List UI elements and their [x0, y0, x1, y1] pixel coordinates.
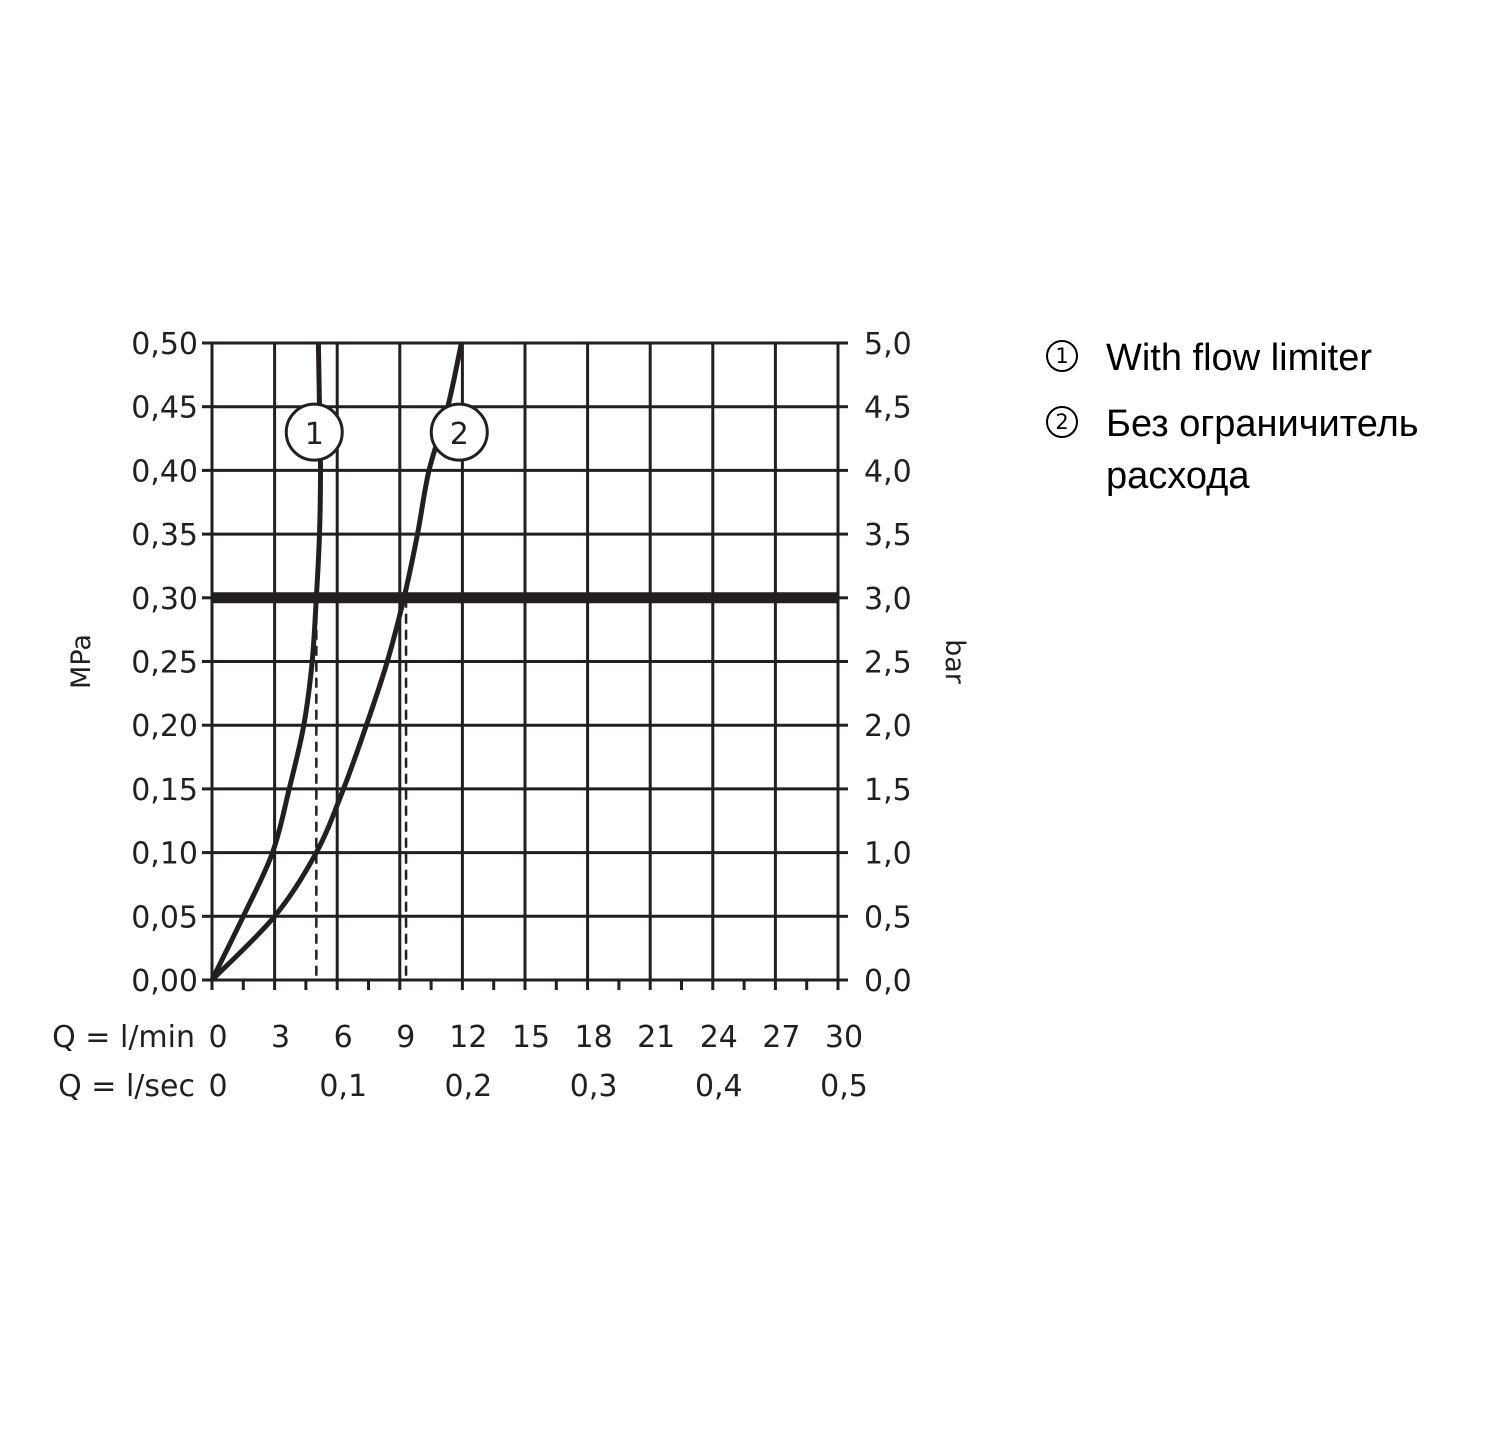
y-axis-left-title: MPa [66, 634, 97, 689]
series-marker-circle-1 [284, 402, 344, 462]
tick-label-lsec: 0,3 [570, 1069, 618, 1104]
y-axis-right-title: bar [939, 639, 970, 685]
tick-label-left: 0,50 [131, 327, 198, 362]
tick-label-lmin: 0 [208, 1020, 227, 1055]
legend-marker-1: 1 [1046, 340, 1078, 372]
tick-label-left: 0,35 [131, 518, 198, 553]
tick-label-lsec: 0 [208, 1069, 227, 1104]
tick-label-lmin: 21 [637, 1020, 675, 1055]
tick-label-right: 2,5 [864, 646, 912, 681]
series-marker-label-1: 1 [305, 417, 324, 452]
series-marker-label-2: 2 [450, 417, 469, 452]
x-axis-lsec-title: Q = l/sec [58, 1069, 195, 1104]
tick-label-left: 0,45 [131, 391, 198, 426]
tick-label-left: 0,05 [131, 900, 198, 935]
series-marker-circle-2 [429, 402, 489, 462]
tick-label-right: 2,0 [864, 709, 912, 744]
tick-label-lmin: 3 [271, 1020, 290, 1055]
tick-label-left: 0,40 [131, 454, 198, 489]
tick-label-lmin: 6 [334, 1020, 353, 1055]
series-line-2 [210, 342, 464, 982]
tick-label-lmin: 9 [396, 1020, 415, 1055]
legend-item-2: 2 Без ограничитель расхода [1046, 398, 1486, 502]
axis-ticks [202, 341, 848, 990]
legend-label-2: Без ограничитель расхода [1106, 403, 1419, 497]
x-axis-lmin-title: Q = l/min [52, 1020, 195, 1055]
tick-labels: 0,000,050,100,150,200,250,300,350,400,45… [52, 327, 970, 1104]
tick-label-right: 1,0 [864, 837, 912, 872]
tick-label-right: 1,5 [864, 773, 912, 808]
tick-label-left: 0,20 [131, 709, 198, 744]
tick-label-lsec: 0,2 [445, 1069, 493, 1104]
tick-label-lmin: 27 [762, 1020, 800, 1055]
tick-label-right: 3,0 [864, 582, 912, 617]
tick-label-lmin: 24 [700, 1020, 738, 1055]
tick-label-lsec: 0,1 [319, 1069, 367, 1104]
tick-label-lmin: 30 [825, 1020, 863, 1055]
legend-marker-2: 2 [1046, 406, 1078, 438]
tick-label-right: 4,0 [864, 454, 912, 489]
tick-label-lsec: 0,5 [820, 1069, 868, 1104]
tick-label-lsec: 0,4 [695, 1069, 743, 1104]
tick-label-right: 3,5 [864, 518, 912, 553]
grid [210, 341, 840, 982]
tick-label-left: 0,15 [131, 773, 198, 808]
tick-label-lmin: 12 [449, 1020, 487, 1055]
tick-label-left: 0,00 [131, 964, 198, 999]
legend: 1 With flow limiter 2 Без ограничитель р… [1046, 332, 1486, 516]
legend-label-1: With flow limiter [1106, 337, 1373, 379]
tick-label-right: 5,0 [864, 327, 912, 362]
tick-label-right: 4,5 [864, 391, 912, 426]
tick-label-left: 0,25 [131, 646, 198, 681]
tick-label-left: 0,10 [131, 837, 198, 872]
tick-label-lmin: 18 [575, 1020, 613, 1055]
tick-label-right: 0,0 [864, 964, 912, 999]
legend-item-1: 1 With flow limiter [1046, 332, 1486, 384]
tick-label-lmin: 15 [512, 1020, 550, 1055]
tick-label-left: 0,30 [131, 582, 198, 617]
tick-label-right: 0,5 [864, 900, 912, 935]
